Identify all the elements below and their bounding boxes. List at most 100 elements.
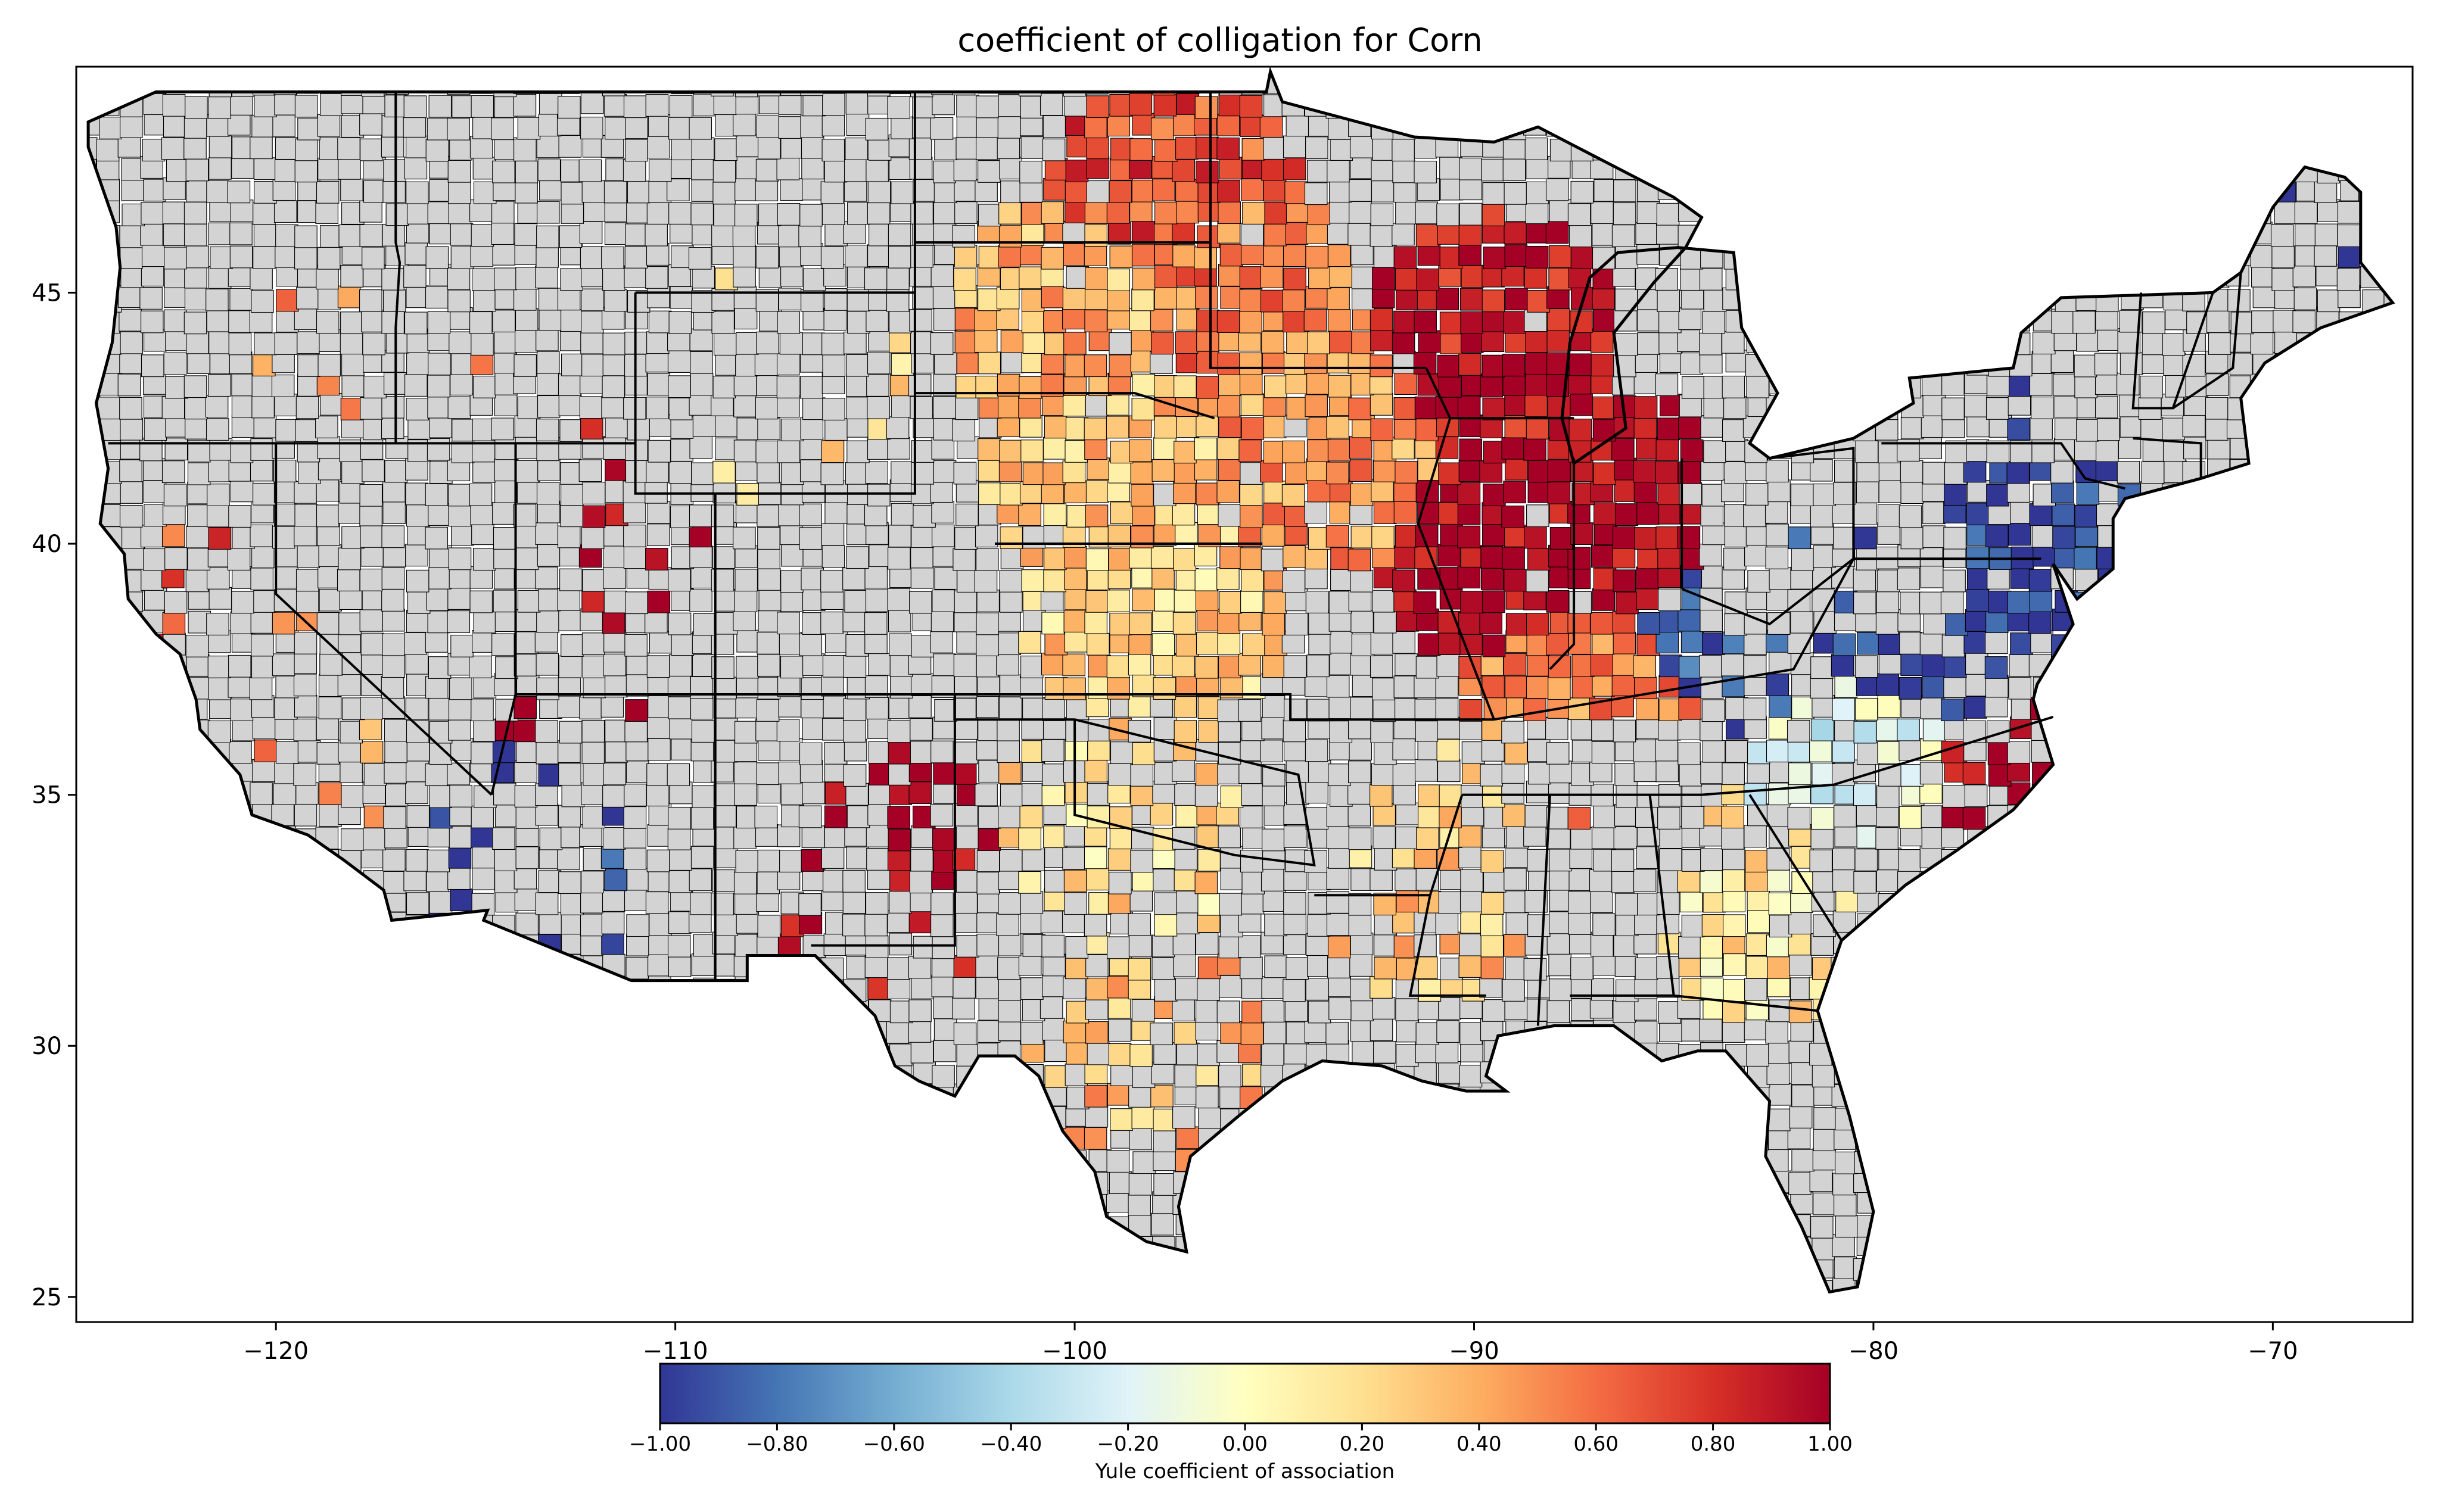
county-cell — [2031, 525, 2055, 548]
county-cell — [1175, 350, 1199, 373]
county-cell — [494, 480, 518, 503]
county-cell — [1435, 1040, 1459, 1064]
county-cell — [1437, 716, 1460, 740]
county-cell — [1767, 869, 1790, 892]
county-cell — [909, 871, 933, 894]
county-cell — [583, 763, 606, 786]
county-cell — [472, 548, 496, 571]
county-cell — [2008, 523, 2031, 546]
county-cell — [1567, 566, 1591, 590]
county-cell — [164, 591, 188, 614]
county-cell — [820, 462, 844, 485]
county-cell — [1129, 889, 1153, 912]
county-cell — [1303, 308, 1327, 332]
county-cell — [407, 824, 431, 847]
county-cell — [1788, 1172, 1812, 1195]
county-cell — [230, 611, 254, 634]
county-cell — [1131, 398, 1155, 420]
county-cell — [1722, 375, 1745, 398]
county-cell — [1373, 893, 1396, 916]
county-cell — [931, 437, 955, 460]
county-cell — [1022, 462, 1046, 485]
county-cell — [1570, 827, 1594, 850]
county-cell — [820, 612, 844, 634]
county-cell — [1614, 479, 1638, 502]
county-cell — [1396, 890, 1419, 913]
county-cell — [1393, 397, 1417, 420]
county-cell — [1372, 803, 1396, 826]
county-cell — [1128, 653, 1151, 676]
county-cell — [646, 763, 670, 786]
county-cell — [1325, 525, 1349, 548]
county-cell — [1813, 1107, 1837, 1130]
county-cell — [449, 677, 472, 700]
county-cell — [1636, 587, 1659, 610]
county-cell — [1633, 480, 1657, 503]
county-cell — [1305, 394, 1328, 417]
county-cell — [1458, 825, 1482, 847]
county-cell — [624, 784, 647, 806]
county-cell — [670, 889, 693, 912]
county-cell — [932, 1065, 955, 1088]
county-cell — [1943, 675, 1966, 699]
county-cell — [1044, 869, 1068, 893]
county-cell — [338, 501, 361, 524]
county-cell — [1110, 1108, 1133, 1131]
county-cell — [1766, 673, 1789, 696]
county-cell — [471, 805, 494, 828]
county-cell — [887, 910, 910, 933]
county-cell — [1634, 912, 1657, 935]
county-cell — [1021, 310, 1045, 333]
county-cell — [1396, 1044, 1419, 1067]
county-cell — [1175, 977, 1199, 1000]
county-cell — [1261, 524, 1285, 547]
county-cell — [1966, 414, 1990, 438]
county-cell — [625, 738, 649, 762]
county-cell — [735, 892, 758, 915]
county-cell — [535, 720, 558, 743]
county-cell — [1615, 503, 1638, 526]
county-cell — [1567, 807, 1591, 830]
county-cell — [1547, 826, 1571, 849]
county-cell — [1041, 351, 1065, 375]
county-cell — [1835, 1151, 1858, 1174]
county-cell — [889, 869, 913, 892]
county-cell — [953, 548, 976, 571]
county-cell — [1856, 742, 1880, 765]
county-cell — [1921, 654, 1945, 677]
county-cell — [954, 331, 978, 354]
county-cell — [359, 484, 383, 507]
county-cell — [2094, 395, 2118, 419]
county-cell — [1173, 481, 1196, 504]
county-cell — [823, 869, 846, 893]
county-cell — [1197, 956, 1221, 980]
county-cell — [1348, 893, 1372, 916]
county-cell — [2094, 372, 2118, 395]
county-cell — [1635, 957, 1658, 980]
county-cell — [228, 332, 252, 356]
county-cell — [1614, 954, 1638, 977]
county-cell — [996, 307, 1019, 331]
county-cell — [1611, 849, 1635, 872]
county-cell — [297, 545, 320, 568]
county-cell — [427, 438, 450, 461]
county-cell — [1151, 1212, 1174, 1236]
county-cell — [1241, 783, 1265, 806]
county-cell — [1505, 330, 1528, 353]
county-cell — [1374, 956, 1397, 980]
county-cell — [1064, 481, 1087, 504]
county-cell — [1611, 674, 1635, 697]
county-cell — [1151, 332, 1174, 355]
county-cell — [580, 933, 603, 956]
county-cell — [887, 848, 911, 871]
county-cell — [1790, 890, 1813, 913]
county-cell — [141, 568, 164, 591]
county-cell — [1154, 914, 1178, 937]
county-cell — [864, 914, 888, 937]
county-cell — [449, 331, 472, 354]
county-cell — [2053, 373, 2076, 397]
county-cell — [1370, 308, 1393, 331]
county-cell — [626, 914, 649, 937]
county-cell — [1767, 956, 1791, 979]
county-cell — [1942, 785, 1966, 808]
